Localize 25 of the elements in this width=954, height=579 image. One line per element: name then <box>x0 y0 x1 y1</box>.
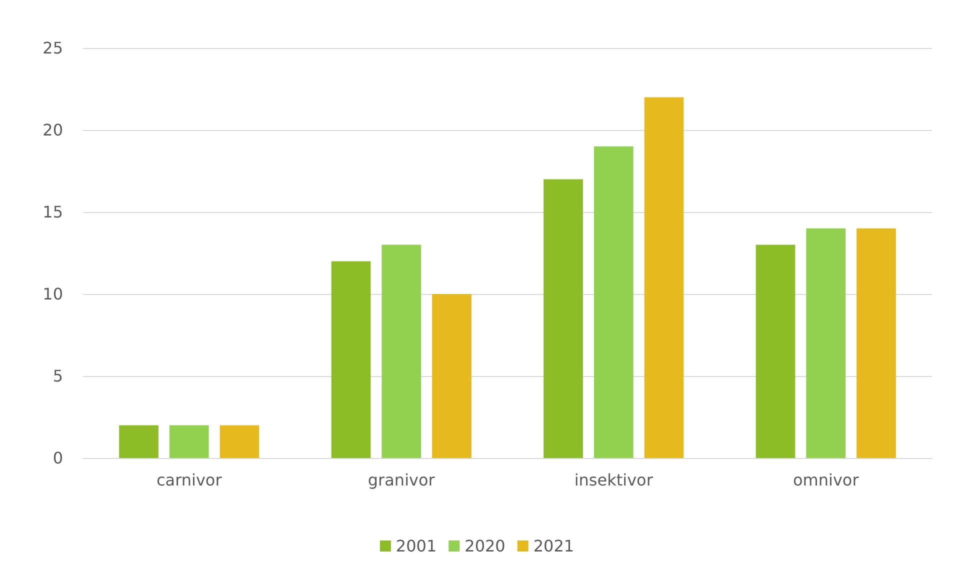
legend-label: 2021 <box>533 536 574 556</box>
x-tick-label: granivor <box>368 470 436 490</box>
bar <box>544 179 583 458</box>
y-tick-label: 15 <box>42 202 63 222</box>
bar <box>856 228 896 458</box>
y-tick-label: 25 <box>42 38 63 58</box>
bar <box>220 425 260 458</box>
bar <box>432 294 472 458</box>
x-tick-label: insektivor <box>574 470 654 490</box>
bar <box>382 244 422 458</box>
y-tick-label: 5 <box>52 366 63 386</box>
bar <box>644 97 684 458</box>
x-tick-label: omnivor <box>792 470 860 490</box>
bar <box>806 228 846 458</box>
bar <box>331 261 371 458</box>
y-tick-label: 10 <box>42 284 63 304</box>
y-tick-label: 0 <box>52 448 63 468</box>
legend-label: 2020 <box>464 536 506 556</box>
legend-label: 2001 <box>396 536 437 556</box>
bar <box>119 425 158 458</box>
bar <box>169 425 209 458</box>
bar <box>756 244 796 458</box>
y-tick-label: 20 <box>42 120 63 140</box>
x-tick-label: carnivor <box>156 470 222 490</box>
bar <box>594 146 634 458</box>
